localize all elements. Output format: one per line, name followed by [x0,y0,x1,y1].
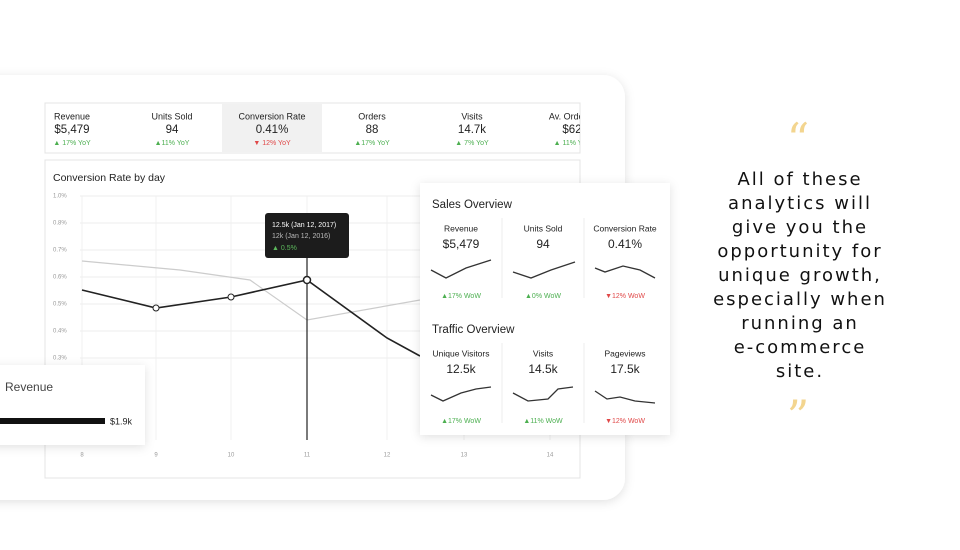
metric-value: $5,479 [54,124,89,136]
metric-label: Conversion Rate [593,223,657,233]
metric-label: Unique Visitors [432,348,489,358]
metric-label: Conversion Rate [238,111,305,121]
metric-value: 94 [536,237,550,251]
section-title: Sales Overview [432,199,513,211]
quote-line: e-commerce [734,337,867,358]
y-tick-label: 1.0% [53,194,67,200]
quote-line: All of these [737,169,862,190]
metric-value: 12.5k [446,362,476,376]
point [152,304,160,312]
metric-change: ▲11% WoW [523,418,563,425]
metric-change: ▲ 11% YoY [554,140,591,147]
x-tick-label: 11 [304,453,311,459]
metric-label: Units Sold [524,223,563,233]
metric-highlight [222,104,322,152]
x-tick-label: 14 [547,453,554,459]
metric-change: ▲17% YoY [354,140,390,147]
metric-change: ▲0% WoW [525,293,561,300]
quote-line: analytics will [728,193,872,214]
y-tick-label: 0.5% [53,302,67,308]
chart-title: Conversion Rate by day [53,172,166,184]
metric-label: Visits [533,348,553,358]
metric-label: Units Sold [151,111,192,121]
quote-line: especially when [713,289,887,310]
sparkline [594,265,656,279]
metric-change: ▼ 12% YoY [253,140,291,147]
point [227,293,235,301]
metric-label: Orders [358,111,386,121]
metric-value: 14.5k [528,362,558,376]
y-tick-label: 0.8% [53,221,67,227]
sparkline [512,261,576,279]
tooltip-line: 12.5k (Jan 12, 2017) [272,222,336,229]
metric-change: ▲17% WoW [441,418,481,425]
current-line [81,279,421,357]
sparkline [512,386,574,402]
metric-value: 0.41% [608,237,642,251]
sparkline [430,386,492,402]
metric-value: 88 [366,124,379,136]
metric-label: Revenue [444,223,478,233]
quote-mark: “ [787,115,810,166]
x-tick-label: 8 [80,453,84,459]
sparkline [430,259,492,279]
metric-change: ▲ 17% YoY [53,140,91,147]
metric-label: Av. Order V [549,111,595,121]
section-title: Traffic Overview [432,324,515,336]
quote-line: give you the [732,217,868,238]
quote-line: opportunity for [717,241,882,262]
y-tick-label: 0.6% [53,275,67,281]
metric-change: ▲11% YoY [155,140,190,147]
metric-value: 17.5k [610,362,640,376]
metric-value: $62 [562,124,581,136]
overview-card [420,183,670,435]
metric-change: ▲17% WoW [441,293,481,300]
quote-line: running an [741,313,859,334]
metric-change: ▼12% WoW [605,418,645,425]
revenue-bar [0,418,105,424]
card-value: $1.9k [110,416,133,426]
x-tick-label: 9 [154,453,158,459]
metric-change: ▲ 7% YoY [455,140,489,147]
quote-line: site. [776,361,824,382]
previous-line [81,260,421,321]
metric-value: $5,479 [443,237,480,251]
metric-change: ▼12% WoW [605,293,645,300]
x-tick-label: 12 [384,453,391,459]
metric-value: 94 [166,124,179,136]
tooltip-line: 12k (Jan 12, 2016) [272,233,330,240]
metric-label: Visits [461,111,483,121]
metric-label: Pageviews [604,348,645,358]
y-tick-label: 0.3% [53,356,67,362]
card-title: Revenue [5,380,53,394]
quote-mark: ” [787,392,810,443]
revenue-card [0,365,145,445]
metric-value: 0.41% [256,124,289,136]
y-tick-label: 0.4% [53,329,67,335]
metric-label: Revenue [54,111,90,121]
y-tick-label: 0.7% [53,248,67,254]
x-tick-label: 10 [228,453,235,459]
quote-line: unique growth, [718,265,882,286]
sparkline [594,390,656,404]
tooltip-change: ▲ 0.5% [272,245,297,252]
x-tick-label: 13 [461,453,468,459]
tooltip [265,213,349,258]
point [302,275,312,285]
metric-value: 14.7k [458,124,486,136]
